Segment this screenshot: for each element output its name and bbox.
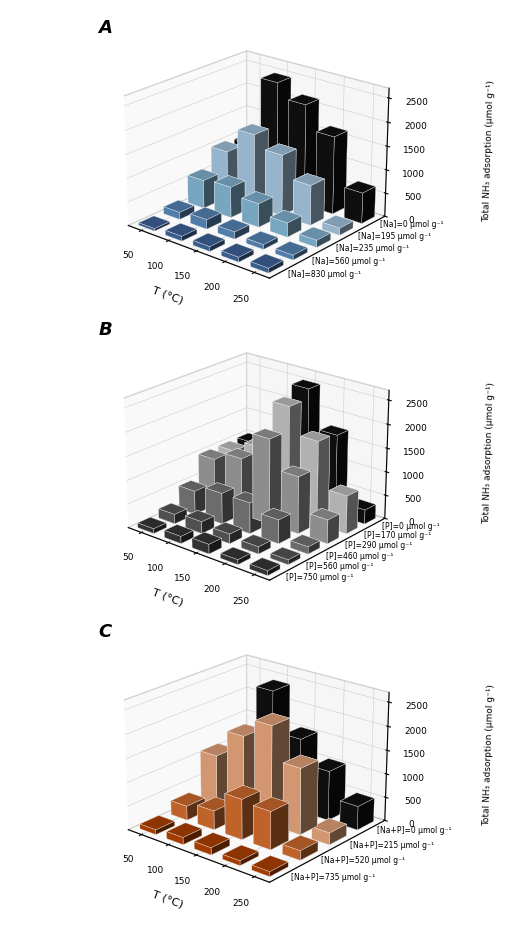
- X-axis label: T (°C): T (°C): [151, 284, 185, 305]
- X-axis label: T (°C): T (°C): [151, 586, 185, 607]
- Text: C: C: [98, 622, 112, 640]
- Text: B: B: [98, 320, 112, 339]
- Text: A: A: [98, 19, 112, 36]
- X-axis label: T (°C): T (°C): [151, 888, 185, 909]
